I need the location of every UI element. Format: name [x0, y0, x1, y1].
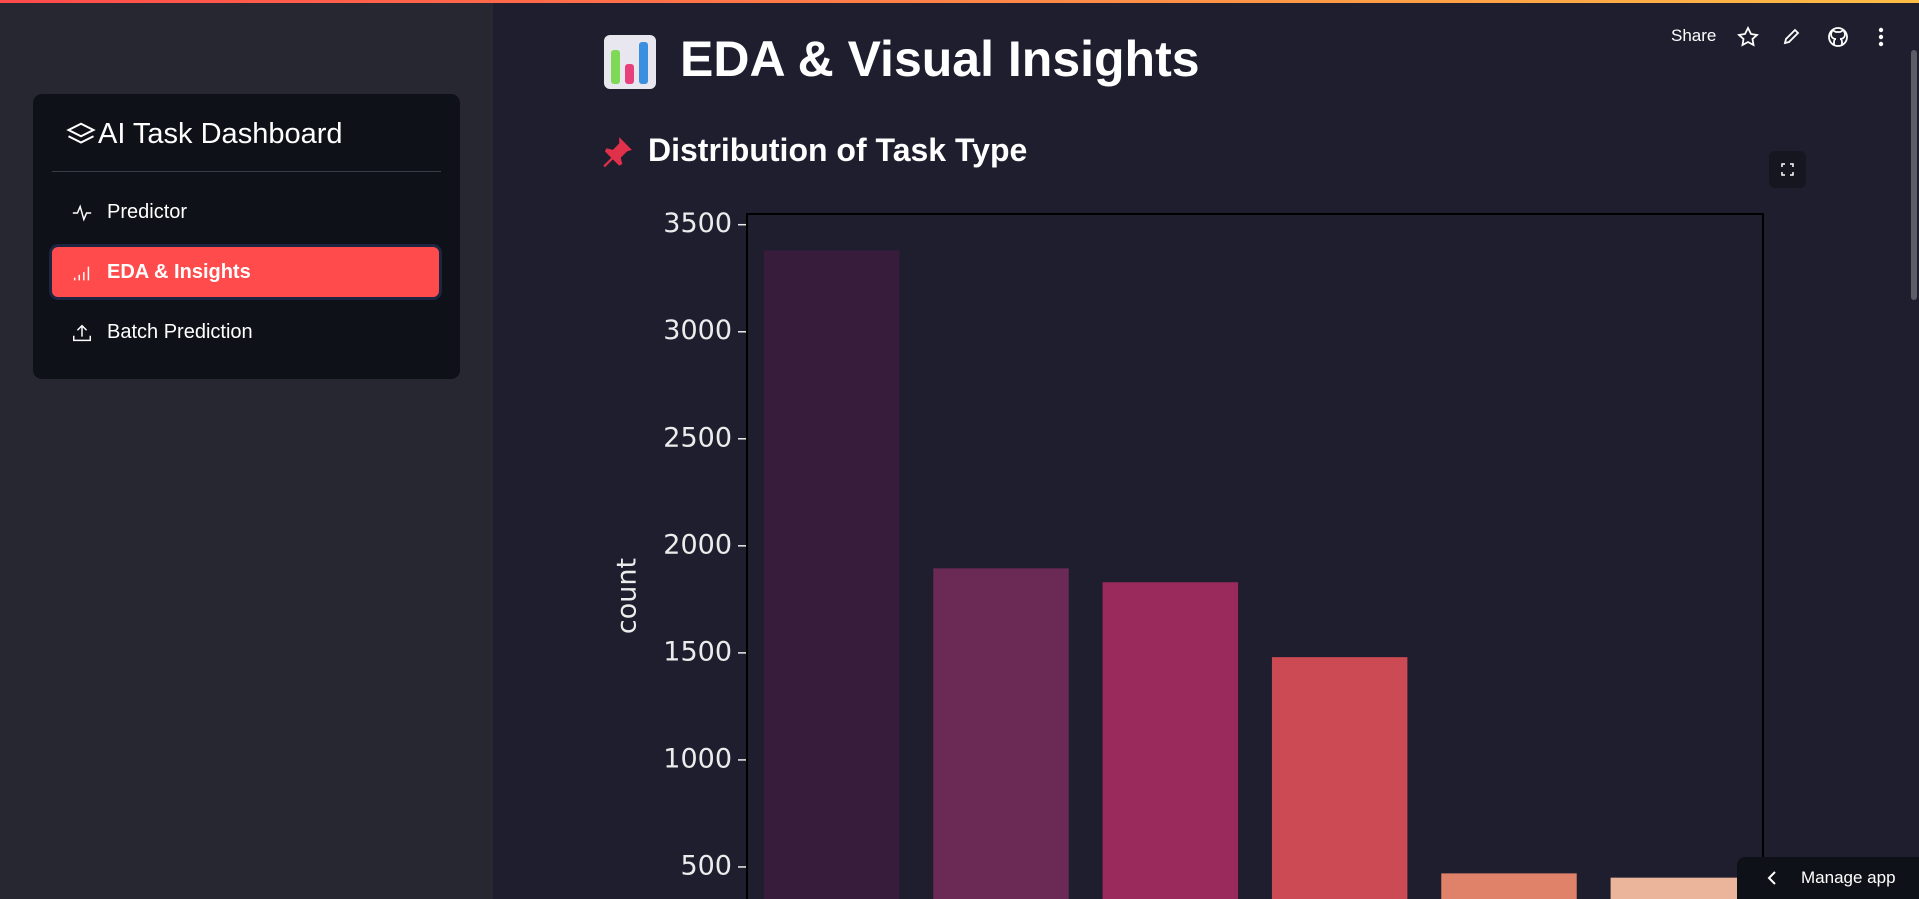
fullscreen-button[interactable] — [1769, 151, 1806, 188]
nav-label: Batch Prediction — [107, 321, 253, 343]
pin-emoji — [603, 137, 632, 168]
bar — [1610, 877, 1747, 899]
y-tick-label: 1500 — [663, 636, 732, 667]
bar — [763, 250, 900, 899]
bar — [1441, 873, 1577, 899]
page-title: EDA & Visual Insights — [680, 31, 1200, 87]
bar — [933, 568, 1069, 899]
sidebar-title: AI Task Dashboard — [98, 118, 343, 150]
nav-label: Predictor — [107, 201, 188, 223]
nav-card: AI Task Dashboard Predictor EDA & Insigh… — [33, 94, 460, 379]
nav-item-active[interactable]: EDA & Insights — [52, 247, 439, 297]
upload-icon — [73, 324, 91, 342]
nav-item[interactable]: Predictor — [52, 187, 439, 237]
y-tick-label: 1000 — [663, 743, 732, 774]
y-axis-label: count — [612, 558, 643, 634]
y-tick-label: 3000 — [663, 315, 732, 346]
y-tick-label: 500 — [680, 850, 732, 881]
section-title: Distribution of Task Type — [648, 132, 1028, 168]
y-tick-label: 3500 — [663, 208, 732, 239]
bar — [1102, 582, 1239, 899]
scrollbar[interactable] — [1911, 50, 1917, 300]
share-button[interactable]: Share — [1671, 26, 1717, 45]
manage-label: Manage app — [1801, 868, 1896, 887]
y-tick-label: 2000 — [663, 529, 732, 560]
chart-emoji — [604, 35, 656, 89]
y-tick-label: 2500 — [663, 422, 732, 453]
plot-frame — [746, 213, 1764, 899]
top-bar — [0, 0, 1919, 3]
manage-app-button[interactable]: Manage app — [1737, 857, 1919, 899]
nav-item[interactable]: Batch Prediction — [52, 307, 439, 357]
nav-label: EDA & Insights — [107, 261, 251, 283]
bar — [1271, 657, 1408, 899]
activity-icon — [72, 204, 92, 222]
bars-icon — [73, 266, 90, 281]
divider — [52, 171, 441, 172]
toolbar-icons[interactable] — [1737, 26, 1887, 48]
sidebar: AI Task Dashboard Predictor EDA & Insigh… — [0, 3, 493, 899]
layers-icon — [66, 122, 96, 144]
